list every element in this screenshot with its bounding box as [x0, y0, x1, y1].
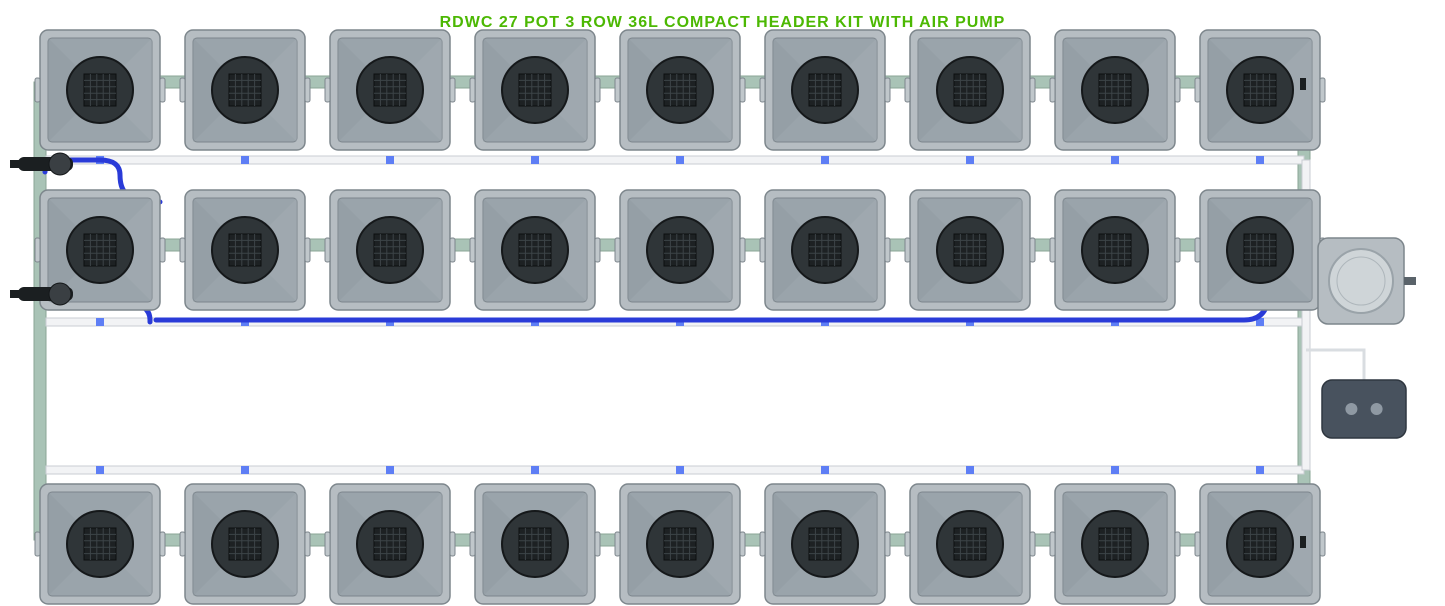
- mesh-icon: [809, 74, 841, 106]
- grow-pot: [615, 484, 745, 604]
- air-tee: [1256, 466, 1264, 474]
- air-pump-tube: [1306, 350, 1364, 380]
- hydroponic-diagram: [0, 0, 1445, 606]
- air-tee: [966, 156, 974, 164]
- mesh-icon: [374, 234, 406, 266]
- grow-pot: [325, 30, 455, 150]
- air-tee: [966, 466, 974, 474]
- air-pump: [1322, 380, 1406, 438]
- grow-pot: [1050, 190, 1180, 310]
- grow-pot: [905, 484, 1035, 604]
- mesh-icon: [84, 74, 116, 106]
- grow-pot: [760, 484, 890, 604]
- grow-pot: [325, 190, 455, 310]
- grow-pot: [180, 190, 310, 310]
- air-tee: [386, 156, 394, 164]
- grow-pot: [760, 30, 890, 150]
- air-tee: [1256, 156, 1264, 164]
- mesh-icon: [374, 528, 406, 560]
- air-tee: [386, 466, 394, 474]
- mesh-icon: [1099, 74, 1131, 106]
- pots-layer: [35, 30, 1325, 604]
- mesh-icon: [229, 528, 261, 560]
- mesh-icon: [1099, 234, 1131, 266]
- air-tee: [821, 466, 829, 474]
- grow-pot: [470, 190, 600, 310]
- mesh-icon: [1099, 528, 1131, 560]
- air-tee: [1111, 156, 1119, 164]
- air-tee: [241, 156, 249, 164]
- air-tee: [96, 466, 104, 474]
- mesh-icon: [1244, 528, 1276, 560]
- diagram-title: RDWC 27 POT 3 ROW 36L COMPACT HEADER KIT…: [0, 14, 1445, 32]
- mesh-icon: [84, 234, 116, 266]
- mesh-icon: [664, 234, 696, 266]
- mesh-icon: [1244, 234, 1276, 266]
- grow-pot: [1050, 30, 1180, 150]
- mesh-icon: [954, 74, 986, 106]
- grow-pot: [760, 190, 890, 310]
- mesh-icon: [229, 74, 261, 106]
- mesh-icon: [519, 74, 551, 106]
- air-tee: [676, 156, 684, 164]
- grow-pot: [180, 30, 310, 150]
- air-tee: [821, 156, 829, 164]
- air-tee: [1111, 466, 1119, 474]
- grow-pot: [905, 30, 1035, 150]
- grow-pot: [615, 190, 745, 310]
- mesh-icon: [809, 528, 841, 560]
- grow-pot: [1195, 190, 1325, 310]
- mesh-icon: [84, 528, 116, 560]
- grow-pot: [1050, 484, 1180, 604]
- grow-pot: [905, 190, 1035, 310]
- mesh-icon: [229, 234, 261, 266]
- manifold-pipe: [34, 82, 46, 540]
- grow-pot: [325, 484, 455, 604]
- end-fitting: [1300, 78, 1306, 90]
- mesh-icon: [664, 528, 696, 560]
- mesh-icon: [519, 234, 551, 266]
- grow-pot: [180, 484, 310, 604]
- air-tee: [531, 156, 539, 164]
- grow-pot: [470, 30, 600, 150]
- air-tee: [531, 466, 539, 474]
- air-tee: [241, 466, 249, 474]
- end-fitting: [1300, 536, 1306, 548]
- mesh-icon: [809, 234, 841, 266]
- mesh-icon: [664, 74, 696, 106]
- mesh-icon: [519, 528, 551, 560]
- mesh-icon: [374, 74, 406, 106]
- mesh-icon: [954, 234, 986, 266]
- grow-pot: [470, 484, 600, 604]
- mesh-icon: [954, 528, 986, 560]
- air-tee: [676, 466, 684, 474]
- grow-pot: [615, 30, 745, 150]
- header-tank: [1318, 238, 1416, 324]
- grow-pot: [35, 484, 165, 604]
- mesh-icon: [1244, 74, 1276, 106]
- air-tee: [96, 318, 104, 326]
- grow-pot: [35, 30, 165, 150]
